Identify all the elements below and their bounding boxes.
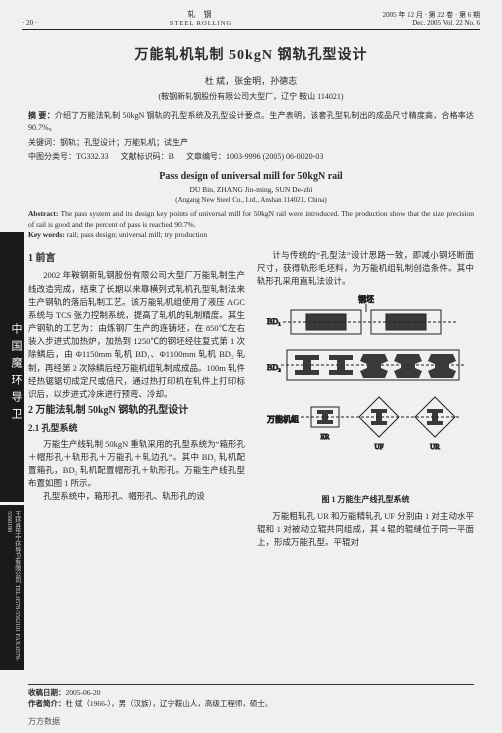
affiliation-en: (Angang New Steel Co., Ltd., Anshan 1140… xyxy=(28,196,474,204)
sec21-para2: 孔型系统中，箱形孔、帽形孔、轨形孔的设 xyxy=(28,490,245,503)
journal-name-en: STEEL ROLLING xyxy=(62,20,340,28)
issue-date-en: Dec. 2005 Vol. 22 No. 6 xyxy=(340,19,480,27)
kw-text-en: rail; pass design; universal mill; try p… xyxy=(67,230,207,239)
right-para2: 万能粗轧孔 UR 和万能精轧孔 UF 分别由 1 对主动水平辊和 1 对被动立辊… xyxy=(257,510,474,550)
kw-label-en: Key words: xyxy=(28,230,65,239)
article-id-label: 文章编号： xyxy=(186,152,226,161)
kw-label-cn: 关键词： xyxy=(28,138,60,147)
keywords-cn: 关键词：钢轨；孔型设计；万能轧机；试生产 xyxy=(28,137,474,149)
running-header: · 20 · 轧 钢 STEEL ROLLING 2005 年 12 月 · 第… xyxy=(22,10,480,30)
heading-1: 1 前言 xyxy=(28,251,245,267)
heading-2: 2 万能法轧制 50kgN 钢轨的孔型设计 xyxy=(28,403,245,419)
figure-1: 钢坯 BD₁ BD₂ xyxy=(257,292,474,506)
right-para1: 计与传统的“孔型法”设计思路一致，即减小钢坯断面尺寸，获得轨形毛坯料，为万能机组… xyxy=(257,249,474,289)
fig-uf-label: UF xyxy=(374,443,383,451)
affiliation-cn: (鞍钢新轧钢股份有限公司大型厂，辽宁 鞍山 114021) xyxy=(22,91,480,102)
author-bio-text: 杜 斌（1966-），男（汉族），辽宁鞍山人，高级工程师，硕士。 xyxy=(66,699,273,708)
kw-text-cn: 钢轨；孔型设计；万能轧机；试生产 xyxy=(60,138,188,147)
clc-label: 中图分类号： xyxy=(28,152,76,161)
body-columns: 1 前言 2002 年鞍钢新轧钢股份有限公司大型厂万能轧制生产线改造完成，结束了… xyxy=(28,249,474,549)
fig-univ-label: 万能机组 xyxy=(267,414,299,424)
abstract-cn: 摘 要：介绍了万能法轧制 50kgN 钢轨的孔型系统及孔型设计要点。生产表明，该… xyxy=(28,110,474,134)
classification-line: 中图分类号：TG332.33 文献标识码：B 文章编号：1003-9996 (2… xyxy=(28,151,474,163)
abstract-text-en: The pass system and its design key point… xyxy=(28,209,474,229)
clc-value: TG332.33 xyxy=(76,152,109,161)
figure-1-svg: 钢坯 BD₁ BD₂ xyxy=(261,292,471,492)
recv-label: 收稿日期： xyxy=(28,688,66,697)
heading-2-1: 2.1 孔型系统 xyxy=(28,422,245,436)
figure-1-caption: 图 1 万能生产线孔型系统 xyxy=(257,494,474,506)
authors-cn: 杜 斌，张金明，孙德志 xyxy=(22,74,480,87)
abstract-en: Abstract: The pass system and its design… xyxy=(28,209,474,230)
abstract-text-cn: 介绍了万能法轧制 50kgN 钢轨的孔型系统及孔型设计要点。生产表明，该套孔型轧… xyxy=(28,111,474,132)
left-column: 1 前言 2002 年鞍钢新轧钢股份有限公司大型厂万能轧制生产线改造完成，结束了… xyxy=(28,249,245,549)
fig-bd2-label: BD₂ xyxy=(267,363,281,372)
sec1-para1: 2002 年鞍钢新轧钢股份有限公司大型厂万能轧制生产线改造完成，结束了长期以来靠… xyxy=(28,269,245,401)
journal-name-cn: 轧 钢 xyxy=(62,10,340,20)
abstract-label-en: Abstract: xyxy=(28,209,58,218)
fig-ur-label: UR xyxy=(430,443,440,451)
article-id-value: 1003-9996 (2005) 06-0020-03 xyxy=(226,152,323,161)
sec21-para1: 万能生产线轧制 50kgN 重轨采用的孔型系统为“箱形孔＋帽形孔＋轨形孔＋万能孔… xyxy=(28,438,245,491)
page: · 20 · 轧 钢 STEEL ROLLING 2005 年 12 月 · 第… xyxy=(0,0,502,733)
page-number: · 20 · xyxy=(22,19,62,27)
author-bio-label: 作者简介： xyxy=(28,699,66,708)
doc-code-label: 文献标识码： xyxy=(121,152,169,161)
issue-date-cn: 2005 年 12 月 · 第 22 卷 · 第 6 期 xyxy=(340,11,480,19)
english-block: Pass design of universal mill for 50kgN … xyxy=(28,171,474,241)
article-title: 万能轧机轧制 50kgN 钢轨孔型设计 xyxy=(22,44,480,64)
authors-en: DU Bin, ZHANG Jin-ming, SUN De-zhi xyxy=(28,185,474,194)
title-en: Pass design of universal mill for 50kgN … xyxy=(28,171,474,182)
fig-er-label: ER xyxy=(320,433,329,441)
received-date: 收稿日期：2005-06-20 xyxy=(28,688,474,699)
doc-code-value: B xyxy=(169,152,174,161)
abstract-label-cn: 摘 要： xyxy=(28,111,55,120)
wanfang-watermark: 万方数据 xyxy=(28,716,60,727)
keywords-en: Key words: rail; pass design; universal … xyxy=(28,230,474,241)
fig-steel-label: 钢坯 xyxy=(358,294,374,304)
right-column: 计与传统的“孔型法”设计思路一致，即减小钢坯断面尺寸，获得轨形毛坯料，为万能机组… xyxy=(257,249,474,549)
recv-value: 2005-06-20 xyxy=(66,688,101,697)
fig-bd1-label: BD₁ xyxy=(267,317,281,326)
author-bio: 作者简介：杜 斌（1966-），男（汉族），辽宁鞍山人，高级工程师，硕士。 xyxy=(28,699,474,710)
footer: 收稿日期：2005-06-20 作者简介：杜 斌（1966-），男（汉族），辽宁… xyxy=(28,684,474,709)
